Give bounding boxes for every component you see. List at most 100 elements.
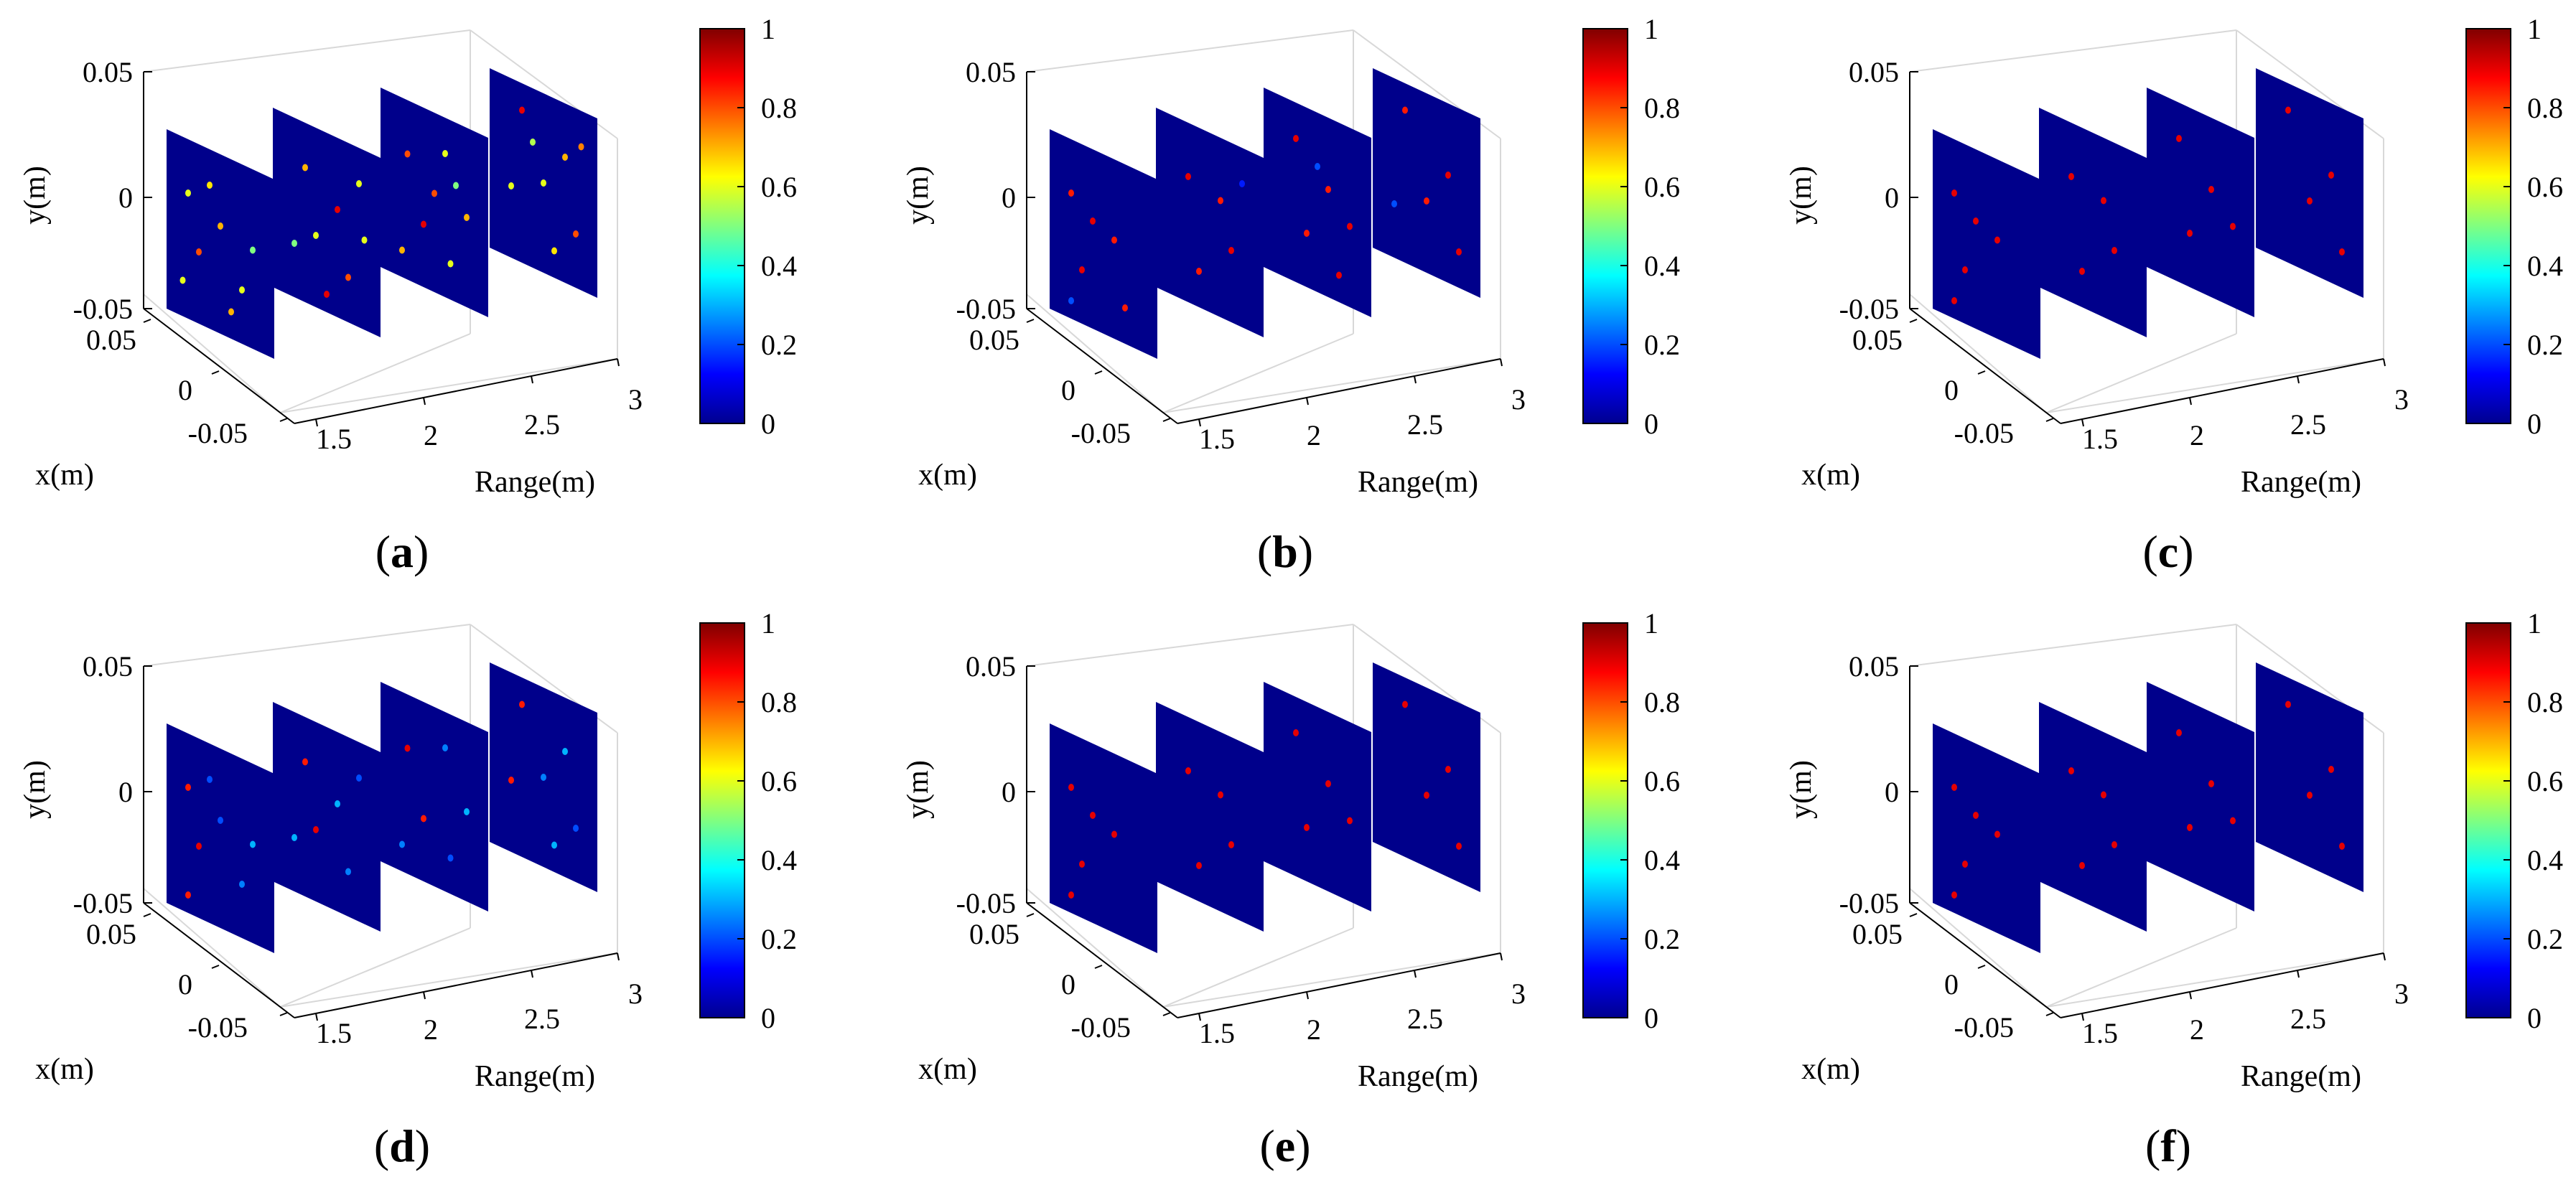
x-axis-line [143,902,295,1018]
x-axis-line [143,308,295,424]
grid-line [1026,624,1354,667]
target-point [2101,791,2106,799]
target-point [1228,841,1234,848]
target-point [1445,766,1451,773]
target-point [250,840,256,848]
x-tick-mark [1026,913,1035,917]
colorbar-tick-label: 0.6 [761,171,797,203]
grid-line [1026,294,1164,413]
colorbar-tick-label: 1 [2527,13,2542,45]
x-tick-label: 0.05 [86,324,136,356]
range-tick-label: 1.5 [1199,1017,1235,1049]
y-tick-label: 0 [1885,776,1899,808]
range-tick-label: 1.5 [1199,423,1235,455]
range-axis-label: Range(m) [2241,466,2361,499]
target-point [361,236,368,244]
target-point [1304,824,1310,831]
panel-e: 0.050-0.050.050-0.05 1.5 2 2.53y(m)x(m) Rang… [902,607,1680,1171]
target-point [1079,861,1085,868]
target-point [313,826,319,833]
caption-letter: f [2160,1120,2176,1171]
axes: 0.050-0.050.050-0.05 1.5 2 2.53y(m)x(m) Rang… [902,56,1526,499]
x-tick-mark [1909,913,1918,917]
grid-line [2045,333,2237,413]
target-point [1090,812,1096,819]
target-point [464,808,470,815]
grid-line [1162,927,1354,1008]
target-point [1391,200,1397,207]
range-plane [1933,129,2040,359]
colorbar: 1 0.8 0.6 0.4 0.2 0 [699,607,797,1034]
grid-line [1162,358,1501,413]
y-tick-label: -0.05 [73,887,133,919]
x-tick-label: 0.05 [969,324,1019,356]
grid-line [143,888,281,1008]
range-tick-mark [1414,375,1417,384]
caption-paren-open: ( [2142,526,2157,577]
target-point [421,220,426,228]
y-tick-label: 0.05 [83,56,133,88]
target-point [2339,248,2345,256]
y-tick-label: -0.05 [73,293,133,325]
colorbar-tick-label: 0.8 [761,686,797,718]
range-tick-label: 1.5 [2082,1017,2118,1049]
colorbar-tick-label: 1 [1644,607,1658,639]
target-point [185,784,191,791]
range-plane [1933,723,2040,953]
target-point [1962,861,1968,868]
colorbar-tick-label: 0.6 [2527,171,2563,203]
colorbar-tick-label: 0.8 [1644,92,1680,124]
caption-paren-open: ( [374,1120,389,1171]
target-point [562,154,568,161]
target-point [1951,891,1957,899]
range-plane [2147,682,2254,912]
y-tick-label: 0.05 [83,650,133,683]
panel-caption: (d) [374,1120,430,1171]
x-axis-label: x(m) [1801,1053,1860,1086]
range-tick-label: 3 [628,383,643,416]
axes: 0.050-0.050.050-0.05 1.5 2 2.53y(m)x(m) Rang… [902,650,1526,1093]
target-point [218,222,223,230]
range-plane [2256,68,2363,298]
range-plane [381,88,488,317]
range-axis-label: Range(m) [1358,1060,1478,1093]
range-tick-mark [2297,970,2300,978]
range-tick-mark [617,358,620,367]
colorbar-tick-label: 0.2 [1644,923,1680,955]
range-tick-label: 1.5 [316,1017,352,1049]
x-tick-mark [279,418,288,422]
range-tick-mark [315,1013,318,1021]
target-point [573,825,579,832]
colorbar-gradient [699,622,745,1018]
colorbar-gradient [2465,622,2511,1018]
target-point [2208,780,2214,787]
target-point [2307,197,2313,205]
caption-paren-open: ( [1257,526,1272,577]
caption-paren-open: ( [375,526,391,577]
range-tick-label: 2 [2190,419,2204,451]
colorbar: 1 0.8 0.6 0.4 0.2 0 [2465,607,2563,1034]
target-point [508,777,514,784]
panel-a: 0.050-0.050.050-0.05 1.5 2 2.53y(m)x(m) Rang… [19,13,797,577]
range-tick-mark [1500,358,1503,367]
colorbar-tick-label: 1 [2527,607,2542,639]
range-tick-mark [2081,418,2084,427]
x-axis-line [1909,308,2061,424]
caption-paren-close: ) [2176,1120,2191,1171]
caption-paren-close: ) [2178,526,2193,577]
target-point [1079,266,1085,273]
scatter-points [1951,700,2345,899]
range-tick-label: 2.5 [1407,408,1443,441]
target-point [404,150,411,158]
image-planes [1933,68,2363,359]
range-plane [1050,723,1157,953]
grid-line [143,29,471,72]
target-point [1325,780,1331,787]
x-axis-line [1026,308,1178,424]
target-point [464,214,470,221]
range-plane [2039,702,2147,932]
y-tick-label: -0.05 [956,887,1016,919]
colorbar-tick-label: 0.2 [2527,923,2563,955]
y-tick-label: 0 [1002,182,1016,214]
colorbar-tick-label: 0.6 [1644,171,1680,203]
